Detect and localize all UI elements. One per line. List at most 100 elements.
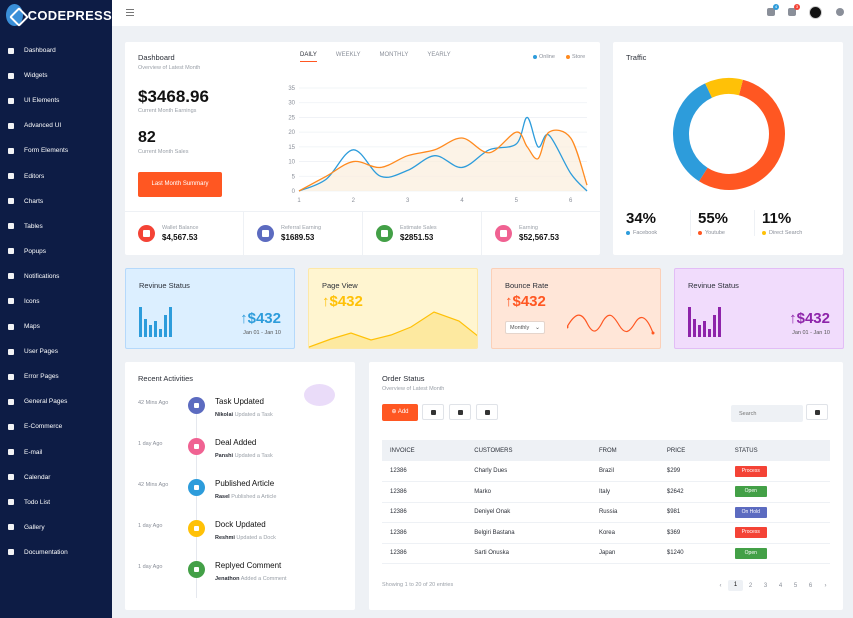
sidebar-item-documentation[interactable]: Documentation bbox=[0, 540, 112, 565]
sidebar-item-gallery[interactable]: Gallery bbox=[0, 515, 112, 540]
legend-dot bbox=[533, 55, 537, 59]
sidebar-item-label: User Pages bbox=[24, 348, 58, 356]
y-tick-label: 30 bbox=[288, 101, 295, 107]
sidebar-item-todo-list[interactable]: Todo List bbox=[0, 490, 112, 515]
y-tick-label: 10 bbox=[288, 160, 295, 166]
activity-item: 42 Mins Ago Task Updated Nikolai Updated… bbox=[138, 397, 338, 437]
traffic-donut-chart bbox=[673, 78, 785, 190]
cell-customer: Marko bbox=[466, 481, 591, 503]
sidebar-item-popups[interactable]: Popups bbox=[0, 239, 112, 264]
sidebar-item-notifications[interactable]: Notifications bbox=[0, 264, 112, 289]
add-button[interactable]: ⊕ Add bbox=[382, 404, 418, 421]
sidebar-item-error-pages[interactable]: Error Pages bbox=[0, 364, 112, 389]
cell-from: Japan bbox=[590, 543, 659, 564]
legend-dot bbox=[626, 231, 630, 235]
search-input[interactable] bbox=[731, 405, 803, 422]
table-row[interactable]: 12386 Charly Dues Brazil $299 Process bbox=[382, 461, 830, 482]
column-from: FROM bbox=[590, 440, 659, 461]
topbar: 4 3 bbox=[112, 0, 853, 26]
series-line-store bbox=[298, 129, 588, 192]
traffic-stat-value: 34% bbox=[626, 210, 657, 227]
sidebar-item-label: Popups bbox=[24, 247, 47, 255]
status-badge: Open bbox=[734, 547, 767, 559]
page-6[interactable]: 6 bbox=[808, 582, 813, 589]
table-print-button[interactable] bbox=[806, 404, 828, 420]
table-row[interactable]: 12386 Belgiri Bastana Korea $369 Process bbox=[382, 522, 830, 544]
entries-info: Showing 1 to 20 of 20 entries bbox=[382, 582, 454, 588]
card-value: ↑$432 bbox=[322, 293, 363, 310]
sidebar-item-e-mail[interactable]: E-mail bbox=[0, 440, 112, 465]
table-row[interactable]: 12386 Marko Italy $2642 Open bbox=[382, 481, 830, 503]
home-icon bbox=[8, 47, 14, 54]
cell-from: Brazil bbox=[590, 461, 659, 482]
x-tick-label: 4 bbox=[460, 198, 464, 204]
sidebar-item-user-pages[interactable]: User Pages bbox=[0, 339, 112, 364]
pagination-next-icon[interactable]: › bbox=[824, 582, 827, 589]
dashboard-card: Dashboard Overview of Latest Month $3468… bbox=[125, 42, 600, 255]
sidebar-item-e-commerce[interactable]: E-Commerce bbox=[0, 414, 112, 439]
sidebar-item-advanced-ui[interactable]: Advanced UI bbox=[0, 113, 112, 138]
cell-price: $299 bbox=[658, 461, 727, 482]
sidebar-item-maps[interactable]: Maps bbox=[0, 314, 112, 339]
pie-slice-youtube bbox=[699, 79, 785, 190]
cell-from: Russia bbox=[590, 502, 659, 523]
print-button[interactable] bbox=[476, 404, 498, 420]
page-1[interactable]: 1 bbox=[728, 580, 743, 591]
bell-icon[interactable]: 4 bbox=[767, 4, 779, 16]
sidebar-item-tables[interactable]: Tables bbox=[0, 214, 112, 239]
tab-yearly[interactable]: YEARLY bbox=[427, 52, 451, 58]
last-month-summary-button[interactable]: Last Month Summary bbox=[138, 172, 222, 197]
page-4[interactable]: 4 bbox=[778, 582, 783, 589]
page-3[interactable]: 3 bbox=[763, 582, 768, 589]
sidebar-item-ui-elements[interactable]: UI Elements bbox=[0, 88, 112, 113]
cell-customer: Sarti Onuska bbox=[466, 543, 591, 564]
sidebar-item-dashboard[interactable]: Dashboard bbox=[0, 38, 112, 63]
sidebar: CODEPRESS Dashboard Widgets UI Elements … bbox=[0, 0, 112, 618]
x-tick-label: 1 bbox=[297, 198, 301, 204]
gear-icon[interactable] bbox=[836, 8, 844, 16]
sidebar-item-widgets[interactable]: Widgets bbox=[0, 63, 112, 88]
grid-icon bbox=[8, 97, 14, 104]
legend-dot bbox=[566, 55, 570, 59]
card-title: Bounce Rate bbox=[505, 281, 549, 290]
sidebar-item-label: E-Commerce bbox=[24, 423, 63, 431]
legend-store: Store bbox=[566, 54, 585, 60]
sidebar-item-calendar[interactable]: Calendar bbox=[0, 465, 112, 490]
sidebar-item-icons[interactable]: Icons bbox=[0, 289, 112, 314]
activity-detail: Rasel Published a Article bbox=[215, 494, 276, 500]
menu-toggle-icon[interactable] bbox=[126, 9, 134, 16]
edit-icon bbox=[8, 173, 14, 180]
period-select[interactable]: Monthly ⌄ bbox=[505, 321, 545, 334]
tab-monthly[interactable]: MONTHLY bbox=[379, 52, 409, 58]
page-2[interactable]: 2 bbox=[748, 582, 753, 589]
delete-button[interactable] bbox=[449, 404, 471, 420]
activity-user: Rasel bbox=[215, 494, 230, 500]
pagination-prev-icon[interactable]: ‹ bbox=[719, 582, 722, 589]
activity-time: 42 Mins Ago bbox=[138, 400, 169, 406]
card-value-text: $432 bbox=[247, 310, 281, 327]
sidebar-item-editors[interactable]: Editors bbox=[0, 163, 112, 188]
wallet-icon bbox=[138, 224, 155, 242]
brand-logo[interactable]: CODEPRESS bbox=[6, 4, 112, 26]
page-5[interactable]: 5 bbox=[793, 582, 798, 589]
cell-invoice: 12386 bbox=[382, 461, 467, 482]
sidebar-item-form-elements[interactable]: Form Elements bbox=[0, 138, 112, 163]
status-badge: Open bbox=[734, 486, 767, 498]
tab-weekly[interactable]: WEEKLY bbox=[335, 52, 361, 58]
sales-label: Current Month Sales bbox=[138, 149, 189, 155]
orders-title: Order Status bbox=[382, 374, 425, 383]
traffic-card: Traffic 34% Facebook 55% Youtube 11% Dir… bbox=[613, 42, 843, 255]
sidebar-item-general-pages[interactable]: General Pages bbox=[0, 389, 112, 414]
logo-icon bbox=[6, 4, 23, 26]
sidebar-item-charts[interactable]: Charts bbox=[0, 189, 112, 214]
mail-icon[interactable]: 3 bbox=[788, 4, 800, 16]
activity-user: Nikolai bbox=[215, 412, 234, 418]
tab-daily[interactable]: DAILY bbox=[300, 52, 317, 62]
cell-from: Korea bbox=[590, 522, 659, 544]
info-button[interactable] bbox=[422, 404, 444, 420]
earnings-label: Current Month Earnings bbox=[138, 108, 197, 114]
activity-time: 1 day Ago bbox=[138, 441, 163, 447]
avatar[interactable] bbox=[809, 6, 822, 19]
table-row[interactable]: 12386 Deniyel Onak Russia $981 On Hold bbox=[382, 502, 830, 523]
table-row[interactable]: 12386 Sarti Onuska Japan $1240 Open bbox=[382, 543, 830, 564]
